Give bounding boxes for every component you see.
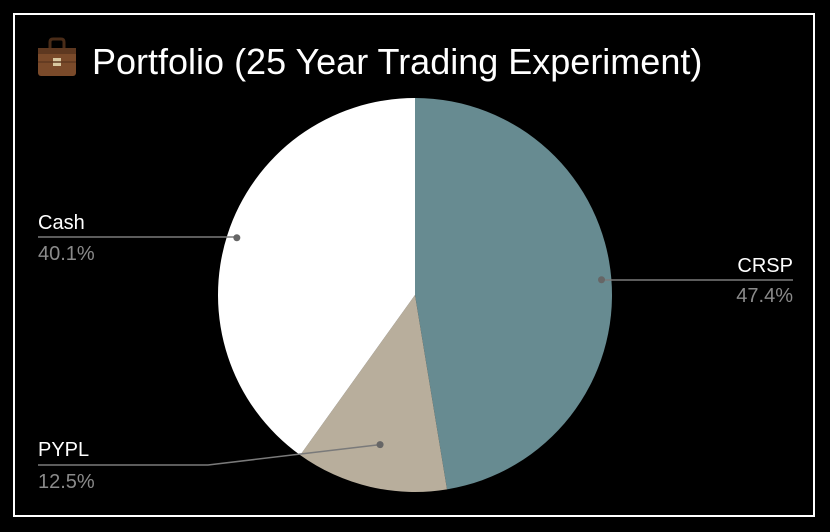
slice-percent-crsp: 47.4%	[736, 285, 793, 307]
chart-title-text: Portfolio (25 Year Trading Experiment)	[92, 41, 702, 82]
chart-title: Portfolio (25 Year Trading Experiment)	[38, 39, 702, 82]
leader-dot-pypl	[377, 441, 384, 448]
slice-label-crsp: CRSP	[737, 255, 793, 277]
pie-slice-crsp	[415, 98, 612, 489]
slice-label-cash: Cash	[38, 212, 85, 234]
slice-percent-pypl: 12.5%	[38, 471, 95, 493]
briefcase-icon	[38, 39, 76, 76]
leader-dot-crsp	[598, 276, 605, 283]
leader-line-cash	[38, 237, 237, 238]
slice-percent-cash: 40.1%	[38, 243, 95, 265]
slice-label-pypl: PYPL	[38, 439, 89, 461]
leader-dot-cash	[233, 234, 240, 241]
pie-slices	[218, 98, 612, 492]
